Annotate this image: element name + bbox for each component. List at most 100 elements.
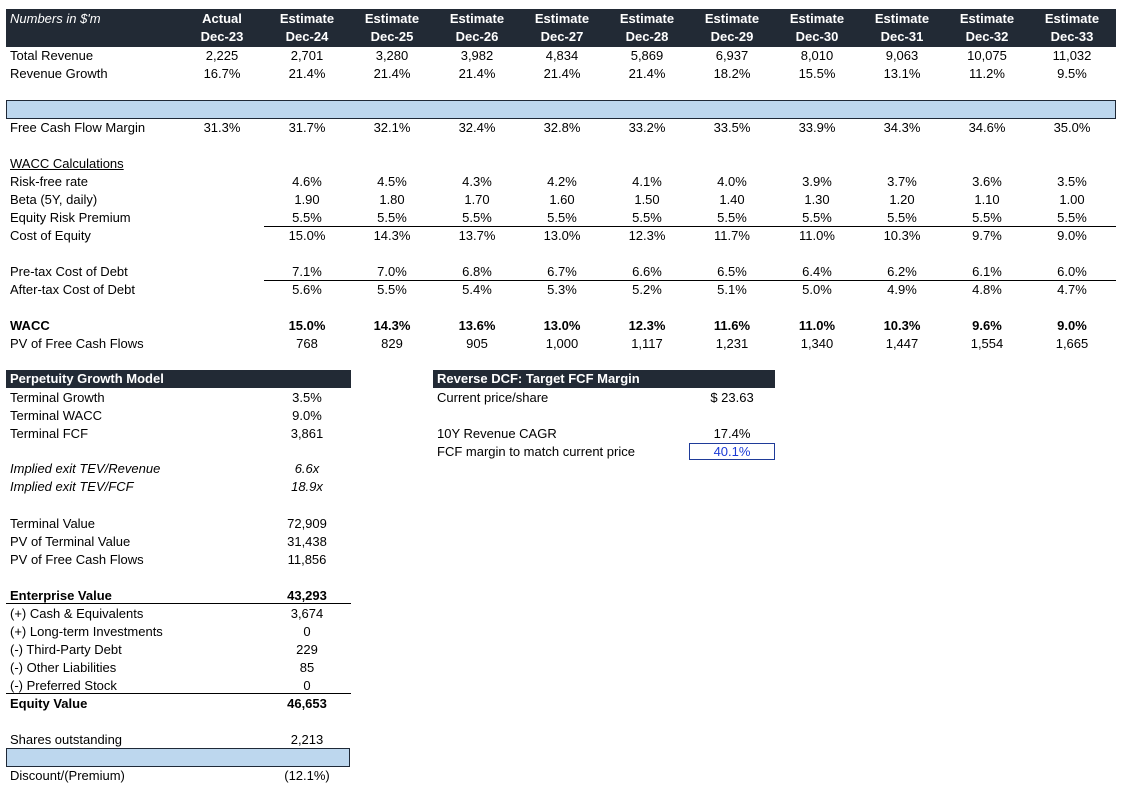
perpetuity-label-0: Terminal Growth — [10, 390, 105, 405]
beta-value: 1.40 — [719, 192, 745, 207]
risk-free-value: 4.5% — [377, 174, 407, 189]
beta-value: 1.80 — [379, 192, 405, 207]
fcf-margin-value: 32.1% — [373, 120, 411, 135]
risk-free-label: Risk-free rate — [10, 174, 89, 189]
fcf-margin-value: 33.2% — [628, 120, 666, 135]
total-revenue-value: 6,937 — [715, 48, 749, 63]
fcf-highlight — [6, 100, 1116, 119]
perpetuity-value-15: 2,213 — [290, 732, 324, 747]
aftertax-debt-value: 5.4% — [462, 282, 492, 297]
risk-free-value: 3.7% — [887, 174, 917, 189]
share-price-highlight — [6, 748, 350, 767]
period-date-3: Dec-26 — [455, 29, 499, 44]
units-label: Numbers in $'m — [10, 11, 101, 26]
perpetuity-value-5: 72,909 — [287, 516, 327, 531]
perpetuity-value-6: 31,438 — [287, 534, 327, 549]
total-revenue-value: 10,075 — [967, 48, 1007, 63]
cost-equity-value: 14.3% — [373, 228, 411, 243]
fcf-margin-value: 32.4% — [458, 120, 496, 135]
risk-free-value: 4.2% — [547, 174, 577, 189]
wacc-value: 10.3% — [883, 318, 921, 333]
perpetuity-header-band — [6, 370, 351, 388]
total-revenue-value: 5,869 — [630, 48, 664, 63]
period-date-10: Dec-33 — [1050, 29, 1094, 44]
pretax-debt-value: 6.4% — [802, 264, 832, 279]
perpetuity-value-10: 0 — [303, 624, 311, 639]
fcf-margin-input-box[interactable] — [689, 443, 775, 460]
revenue-growth-label: Revenue Growth — [10, 66, 108, 81]
period-type-6: Estimate — [704, 11, 760, 26]
erp-value: 5.5% — [802, 210, 832, 225]
pretax-debt-value: 6.2% — [887, 264, 917, 279]
aftertax-debt-value: 4.9% — [887, 282, 917, 297]
perpetuity-value-0: 3.5% — [292, 390, 322, 405]
cost-equity-value: 9.0% — [1057, 228, 1087, 243]
perpetuity-value-17: (12.1%) — [284, 768, 330, 783]
period-type-10: Estimate — [1044, 11, 1100, 26]
perpetuity-label-15: Shares outstanding — [10, 732, 123, 747]
wacc-value: 14.3% — [373, 318, 411, 333]
reverse-dcf-label-0: Current price/share — [437, 390, 549, 405]
erp-value: 5.5% — [972, 210, 1002, 225]
wacc-value: 13.6% — [458, 318, 496, 333]
aftertax-debt-label: After-tax Cost of Debt — [10, 282, 135, 297]
period-date-2: Dec-25 — [370, 29, 414, 44]
aftertax-debt-value: 4.7% — [1057, 282, 1087, 297]
fcf-margin-value: 34.3% — [883, 120, 921, 135]
pv-fcf-value: 1,340 — [800, 336, 834, 351]
pv-fcf-label: PV of Free Cash Flows — [10, 336, 144, 351]
perpetuity-value-2: 3,861 — [290, 426, 324, 441]
period-type-1: Estimate — [279, 11, 335, 26]
wacc-value: 12.3% — [628, 318, 666, 333]
erp-value: 5.5% — [377, 210, 407, 225]
perpetuity-label-12: (-) Other Liabilities — [10, 660, 117, 675]
aftertax-debt-value: 4.8% — [972, 282, 1002, 297]
fcf-margin-value: 35.0% — [1053, 120, 1091, 135]
period-date-5: Dec-28 — [625, 29, 669, 44]
aftertax-debt-value: 5.5% — [377, 282, 407, 297]
erp-value: 5.5% — [717, 210, 747, 225]
perpetuity-value-14: 46,653 — [287, 696, 327, 711]
fcf-margin-value: 31.7% — [288, 120, 326, 135]
period-type-7: Estimate — [789, 11, 845, 26]
reverse-dcf-label-2: FCF margin to match current price — [437, 444, 635, 459]
cost-equity-value: 12.3% — [628, 228, 666, 243]
cost-equity-value: 9.7% — [972, 228, 1002, 243]
risk-free-value: 4.6% — [292, 174, 322, 189]
period-type-4: Estimate — [534, 11, 590, 26]
risk-free-value: 3.9% — [802, 174, 832, 189]
risk-free-value: 4.0% — [717, 174, 747, 189]
aftertax-debt-value: 5.3% — [547, 282, 577, 297]
revenue-growth-value: 21.4% — [628, 66, 666, 81]
period-type-5: Estimate — [619, 11, 675, 26]
beta-label: Beta (5Y, daily) — [10, 192, 98, 207]
risk-free-value: 3.6% — [972, 174, 1002, 189]
perpetuity-label-6: PV of Terminal Value — [10, 534, 131, 549]
period-date-6: Dec-29 — [710, 29, 754, 44]
revenue-growth-value: 18.2% — [713, 66, 751, 81]
total-revenue-label: Total Revenue — [10, 48, 94, 63]
aftertax-debt-value: 5.1% — [717, 282, 747, 297]
pretax-debt-value: 6.7% — [547, 264, 577, 279]
perpetuity-value-12: 85 — [299, 660, 315, 675]
perpetuity-label-9: (+) Cash & Equivalents — [10, 606, 144, 621]
risk-free-value: 4.1% — [632, 174, 662, 189]
erp-value: 5.5% — [1057, 210, 1087, 225]
reverse-dcf-value-2[interactable]: 40.1% — [713, 444, 751, 459]
fcf-margin-value: 33.5% — [713, 120, 751, 135]
aftertax-debt-value: 5.0% — [802, 282, 832, 297]
period-date-8: Dec-31 — [880, 29, 924, 44]
risk-free-value: 4.3% — [462, 174, 492, 189]
perpetuity-label-14: Equity Value — [10, 696, 88, 711]
total-revenue-value: 3,982 — [460, 48, 494, 63]
fcf-margin-value: 34.6% — [968, 120, 1006, 135]
perpetuity-label-2: Terminal FCF — [10, 426, 89, 441]
cost-equity-value: 10.3% — [883, 228, 921, 243]
period-type-0: Actual — [202, 11, 242, 26]
pv-fcf-value: 905 — [466, 336, 488, 351]
perpetuity-label-4: Implied exit TEV/FCF — [10, 479, 134, 494]
revenue-growth-value: 11.2% — [969, 66, 1005, 81]
revenue-growth-value: 16.7% — [203, 66, 241, 81]
wacc-value: 15.0% — [288, 318, 326, 333]
aftertax-debt-value: 5.2% — [632, 282, 662, 297]
